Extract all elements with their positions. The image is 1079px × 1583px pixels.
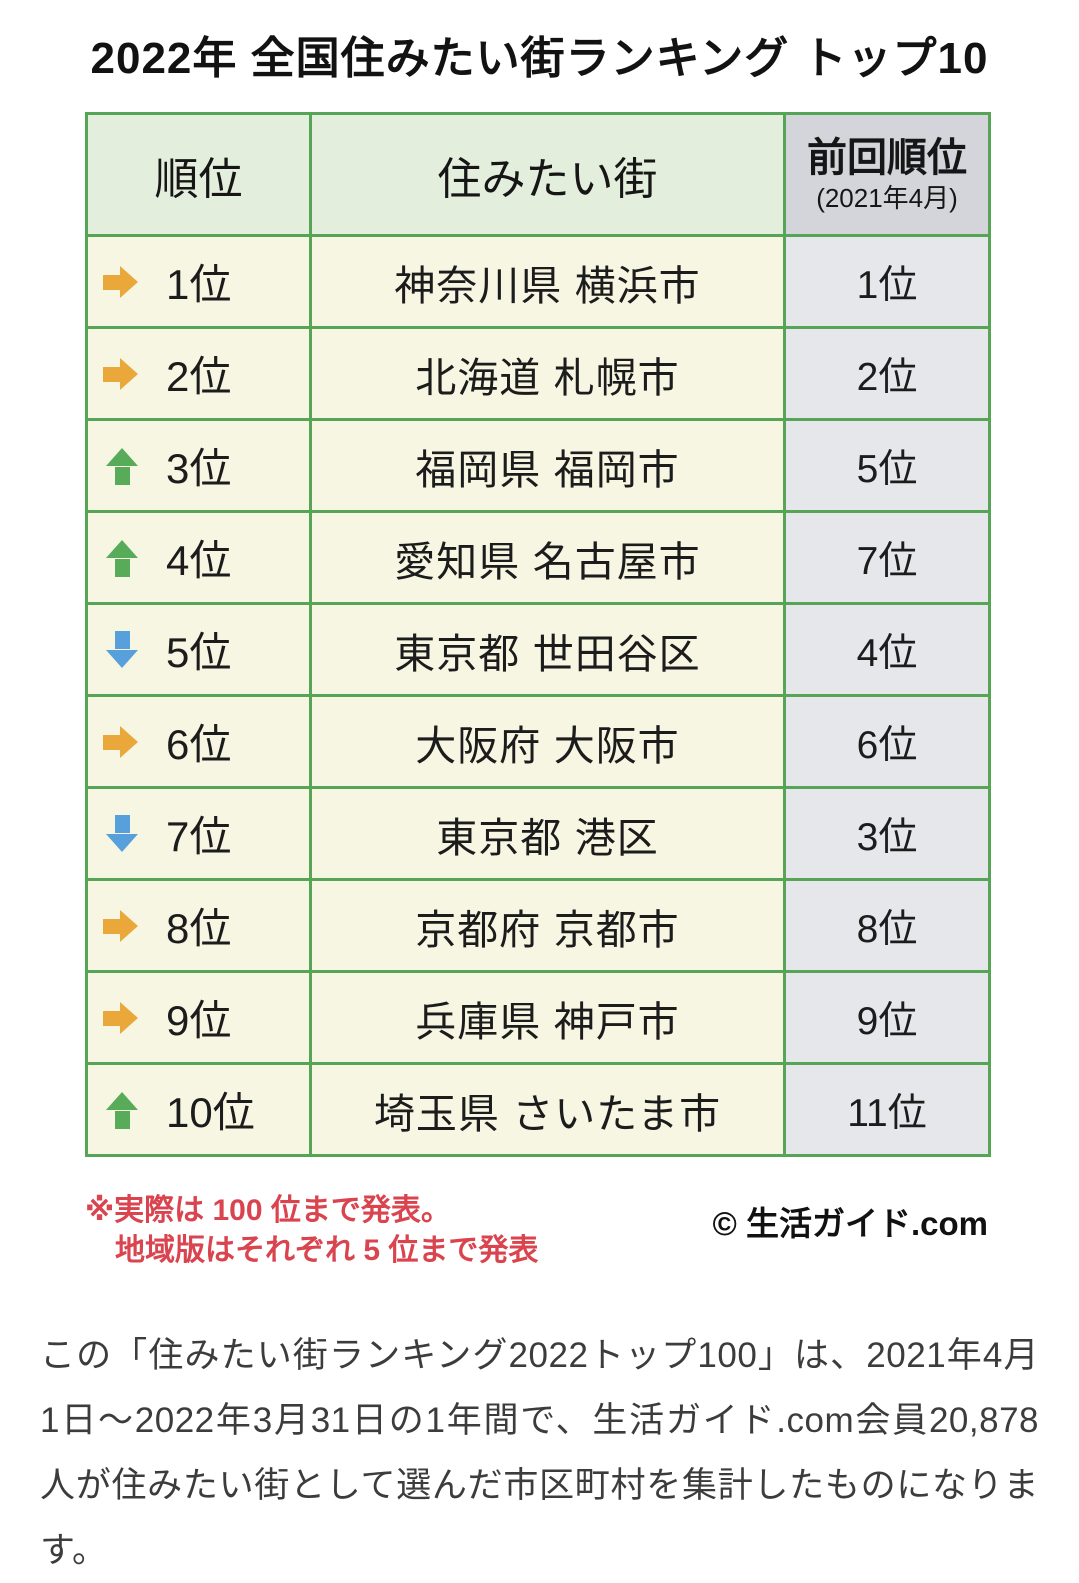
rank-label: 6位 [166,721,232,768]
city-label: 福岡県 福岡市 [309,418,786,513]
city-label: 兵庫県 神戸市 [309,970,786,1065]
trend-arrow-icon [102,262,142,302]
rank-label: 2位 [166,353,232,400]
rank-label: 10位 [166,1089,255,1136]
footnote: ※実際は 100 位まで発表。 地域版はそれぞれ 5 位まで発表 [85,1191,538,1271]
table-row: 1位 神奈川県 横浜市 1位 [85,234,991,329]
previous-rank-label: 11位 [783,1062,991,1157]
table-row: 9位 兵庫県 神戸市 9位 [85,970,991,1065]
trend-arrow-icon [102,906,142,946]
rank-label: 8位 [166,905,232,952]
previous-rank-label: 2位 [783,326,991,421]
table-row: 10位 埼玉県 さいたま市 11位 [85,1062,991,1157]
rank-label: 5位 [166,629,232,676]
trend-arrow-icon [102,1090,142,1130]
previous-rank-label: 7位 [783,510,991,605]
footnote-line1: ※実際は 100 位まで発表。 [85,1194,451,1227]
rank-label: 3位 [166,445,232,492]
previous-rank-label: 9位 [783,970,991,1065]
rank-label: 7位 [166,813,232,860]
trend-arrow-icon [102,722,142,762]
table-row: 5位 東京都 世田谷区 4位 [85,602,991,697]
trend-arrow-icon [102,814,142,854]
city-label: 大阪府 大阪市 [309,694,786,789]
table-header-row: 順位 住みたい街 前回順位 (2021年4月) [85,112,991,237]
header-rank: 順位 [85,112,312,237]
table-row: 3位 福岡県 福岡市 5位 [85,418,991,513]
ranking-table: 順位 住みたい街 前回順位 (2021年4月) 1位 神奈川県 横浜市 1位 2… [85,112,991,1157]
trend-arrow-icon [102,354,142,394]
trend-arrow-icon [102,538,142,578]
previous-rank-label: 3位 [783,786,991,881]
header-previous-label: 前回順位 [807,136,967,181]
table-row: 2位 北海道 札幌市 2位 [85,326,991,421]
header-previous: 前回順位 (2021年4月) [783,112,991,237]
previous-rank-label: 8位 [783,878,991,973]
header-previous-subtitle: (2021年4月) [816,183,958,214]
previous-rank-label: 6位 [783,694,991,789]
trend-arrow-icon [102,998,142,1038]
city-label: 神奈川県 横浜市 [309,234,786,329]
previous-rank-label: 5位 [783,418,991,513]
copyright: © 生活ガイド.com [712,1205,988,1242]
table-row: 7位 東京都 港区 3位 [85,786,991,881]
trend-arrow-icon [102,446,142,486]
table-row: 4位 愛知県 名古屋市 7位 [85,510,991,605]
trend-arrow-icon [102,630,142,670]
rank-label: 4位 [166,537,232,584]
page-title: 2022年 全国住みたい街ランキング トップ10 [90,34,989,83]
table-footer: ※実際は 100 位まで発表。 地域版はそれぞれ 5 位まで発表 © 生活ガイド… [85,1191,988,1271]
city-label: 東京都 世田谷区 [309,602,786,697]
rank-label: 1位 [166,261,232,308]
footnote-line2: 地域版はそれぞれ 5 位まで発表 [115,1234,539,1267]
table-row: 8位 京都府 京都市 8位 [85,878,991,973]
city-label: 京都府 京都市 [309,878,786,973]
table-row: 6位 大阪府 大阪市 6位 [85,694,991,789]
previous-rank-label: 1位 [783,234,991,329]
city-label: 愛知県 名古屋市 [309,510,786,605]
rank-label: 9位 [166,997,232,1044]
article-paragraph: この「住みたい街ランキング2022トップ100」は、2021年4月1日〜2022… [40,1336,1039,1570]
city-label: 東京都 港区 [309,786,786,881]
header-city: 住みたい街 [309,112,786,237]
previous-rank-label: 4位 [783,602,991,697]
city-label: 埼玉県 さいたま市 [309,1062,786,1157]
city-label: 北海道 札幌市 [309,326,786,421]
